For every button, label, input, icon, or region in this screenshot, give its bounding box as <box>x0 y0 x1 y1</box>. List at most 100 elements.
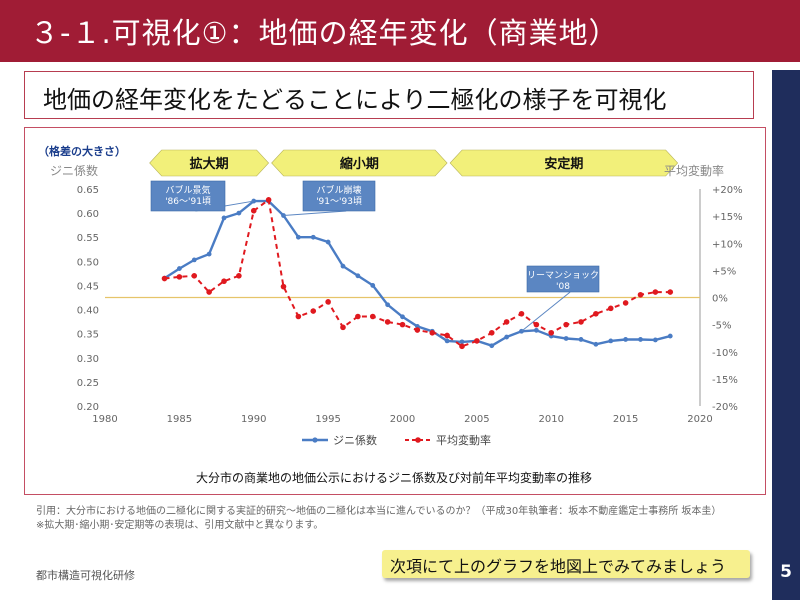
phase-arrow-2 <box>449 149 679 177</box>
x-tick-label: 2020 <box>687 414 712 425</box>
series-point-1 <box>503 319 510 325</box>
callout-box-1 <box>302 180 376 212</box>
series-point-1 <box>369 313 376 320</box>
series-point-0 <box>638 337 643 342</box>
y-tick-label-right: -5% <box>712 321 731 332</box>
left-axis-title: ジニ係数 <box>50 163 98 178</box>
y-tick-label-right: +20% <box>712 185 743 196</box>
y-tick-label-left: 0.50 <box>77 257 99 268</box>
legend-label-rate: 平均変動率 <box>436 433 491 447</box>
series-point-1 <box>444 332 450 339</box>
phase-arrow-0 <box>149 149 270 177</box>
series-point-0 <box>608 338 614 344</box>
citation-line-2: ※拡大期･縮小期･安定期等の表現は、引用文献中と異なります。 <box>36 520 324 531</box>
series-point-1 <box>355 313 361 320</box>
series-point-1 <box>310 308 317 314</box>
series-point-0 <box>295 234 301 240</box>
series-point-0 <box>578 337 584 342</box>
y-tick-label-left: 0.30 <box>77 354 99 365</box>
y-tick-label-left: 0.45 <box>77 281 99 292</box>
series-point-0 <box>563 336 569 341</box>
x-tick-label: 1980 <box>92 414 117 425</box>
series-point-1 <box>176 274 183 280</box>
series-point-0 <box>504 334 510 340</box>
footer-text: 都市構造可視化研修 <box>36 569 135 582</box>
series-point-0 <box>623 337 629 342</box>
series-point-1 <box>429 329 436 336</box>
series-point-1 <box>563 321 569 328</box>
y-tick-label-left: 0.20 <box>77 402 99 413</box>
y-tick-label-right: -15% <box>712 375 738 386</box>
series-point-0 <box>593 341 599 347</box>
callout-subtext-0: '86～'91頃 <box>165 196 211 207</box>
series-point-1 <box>578 319 584 325</box>
series-point-1 <box>191 273 198 279</box>
y-tick-label-right: +15% <box>712 212 743 223</box>
series-point-0 <box>191 257 197 263</box>
series-point-0 <box>533 327 539 333</box>
phase-label-2: 安定期 <box>544 156 583 172</box>
series-point-0 <box>667 333 673 339</box>
series-point-1 <box>399 321 406 328</box>
subtitle-box: 地価の経年変化をたどることにより二極化の様子を可視化 <box>24 71 754 119</box>
right-axis-title: 平均変動率 <box>664 163 724 178</box>
phase-arrow-1 <box>271 149 448 177</box>
series-point-0 <box>459 339 465 345</box>
series-point-1 <box>548 329 555 336</box>
callout-subtext-2: '08 <box>556 282 570 292</box>
y-tick-label-right: -10% <box>712 348 738 359</box>
page-number: 5 <box>780 562 792 582</box>
x-tick-label: 2015 <box>613 414 638 425</box>
callout-text-1: バブル崩壊 <box>316 184 361 196</box>
series-point-1 <box>518 310 525 317</box>
series-point-1 <box>206 289 212 295</box>
x-tick-label: 2010 <box>539 414 564 425</box>
series-point-0 <box>325 239 331 245</box>
series-point-0 <box>400 314 405 320</box>
y-tick-label-left: 0.35 <box>77 330 99 341</box>
series-point-0 <box>206 251 212 257</box>
series-point-0 <box>444 338 450 344</box>
citation-line-1: 引用：大分市における地価の二極化に関する実証的研究～地価の二極化は本当に進んでい… <box>36 506 722 517</box>
y-tick-label-left: 0.40 <box>77 306 99 317</box>
chart-frame <box>24 127 766 495</box>
series-point-0 <box>385 302 391 308</box>
phase-label-1: 縮小期 <box>340 156 379 172</box>
y-tick-label-right: 0% <box>712 294 728 305</box>
legend-label-gini: ジニ係数 <box>333 434 377 447</box>
callout-text-0: バブル景気 <box>165 184 210 196</box>
y-tick-label-right: +10% <box>712 239 743 250</box>
x-tick-label: 2005 <box>464 414 489 425</box>
series-point-1 <box>295 313 302 320</box>
next-page-note-text: 次項にて上のグラフを地図上でみてみましょう <box>390 557 727 576</box>
series-point-1 <box>280 283 287 290</box>
series-point-1 <box>533 321 540 328</box>
slide-subtitle: 地価の経年変化をたどることにより二極化の様子を可視化 <box>43 86 667 114</box>
series-point-0 <box>236 210 242 216</box>
series-point-1 <box>459 343 465 350</box>
series-point-0 <box>355 273 361 279</box>
series-point-0 <box>310 234 316 240</box>
legend-marker-rate <box>415 437 421 443</box>
series-point-0 <box>370 283 376 288</box>
series-point-1 <box>384 319 391 325</box>
right-accent-band <box>772 70 800 600</box>
slide-title: ３-１.可視化①：地価の経年変化（商業地） <box>30 16 619 50</box>
series-point-0 <box>652 337 658 343</box>
callout-box-0 <box>150 180 226 212</box>
series-point-1 <box>325 299 331 305</box>
series-point-1 <box>236 273 242 279</box>
title-bar: ３-１.可視化①：地価の経年変化（商業地） <box>0 0 800 62</box>
y-tick-label-left: 0.25 <box>77 378 99 389</box>
series-point-1 <box>593 310 599 317</box>
x-tick-label: 1985 <box>167 414 192 425</box>
callout-text-2: リーマンショック <box>527 270 599 281</box>
y-tick-label-right: +5% <box>712 266 736 277</box>
x-tick-label: 2000 <box>390 414 415 425</box>
series-point-1 <box>265 197 272 203</box>
callout-pointer-1 <box>283 210 347 217</box>
series-point-1 <box>622 300 629 306</box>
y-tick-label-left: 0.60 <box>77 209 99 220</box>
callout-subtext-1: '91～'93頃 <box>316 196 362 207</box>
